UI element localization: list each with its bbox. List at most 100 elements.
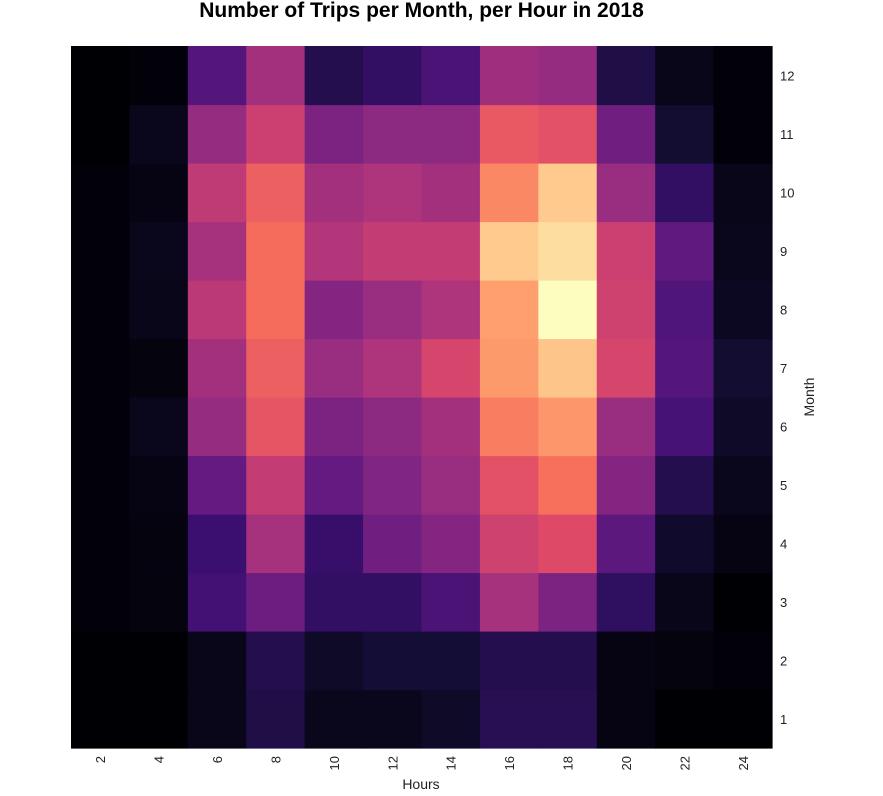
heatmap-cell xyxy=(363,338,423,398)
heatmap-cell xyxy=(363,514,423,574)
heatmap-cell xyxy=(187,104,247,164)
heatmap-cell xyxy=(246,221,306,281)
heatmap-cell xyxy=(421,280,481,340)
heatmap-cell xyxy=(363,397,423,457)
heatmap-cell xyxy=(129,280,189,340)
heatmap-cell xyxy=(596,280,656,340)
x-tick-label: 10 xyxy=(327,756,342,770)
heatmap-cell xyxy=(479,572,539,632)
heatmap-cell xyxy=(187,631,247,691)
heatmap-cell xyxy=(187,455,247,515)
heatmap-cell xyxy=(304,280,364,340)
heatmap-cell xyxy=(421,46,481,106)
heatmap-cell xyxy=(538,338,598,398)
heatmap-cell xyxy=(246,104,306,164)
heatmap-cell xyxy=(71,572,131,632)
heatmap-cell xyxy=(304,631,364,691)
heatmap-cell xyxy=(479,455,539,515)
heatmap-cell xyxy=(71,46,131,106)
heatmap-cell xyxy=(187,280,247,340)
heatmap-cell xyxy=(479,280,539,340)
heatmap-cell xyxy=(713,455,773,515)
heatmap-cell xyxy=(304,397,364,457)
heatmap-cell xyxy=(479,221,539,281)
y-tick-label: 11 xyxy=(780,127,794,142)
heatmap-cell xyxy=(421,572,481,632)
heatmap-cell xyxy=(538,221,598,281)
heatmap-cell xyxy=(655,338,715,398)
x-tick-label: 12 xyxy=(385,756,400,770)
y-tick-label: 2 xyxy=(780,653,787,668)
heatmap-cell xyxy=(187,338,247,398)
heatmap-cell xyxy=(655,104,715,164)
y-tick-label: 1 xyxy=(780,712,787,727)
heatmap-cell xyxy=(71,397,131,457)
heatmap-cell xyxy=(421,514,481,574)
heatmap-cell xyxy=(363,46,423,106)
y-tick-label: 9 xyxy=(780,244,787,259)
heatmap-cell xyxy=(71,163,131,223)
heatmap-cell xyxy=(421,338,481,398)
heatmap-cell xyxy=(479,689,539,749)
heatmap-cell xyxy=(596,514,656,574)
heatmap-cell xyxy=(713,163,773,223)
heatmap-cell xyxy=(713,572,773,632)
heatmap-cell xyxy=(246,338,306,398)
heatmap-cell xyxy=(304,689,364,749)
heatmap-cell xyxy=(538,689,598,749)
heatmap-cell xyxy=(246,397,306,457)
y-tick-label: 10 xyxy=(780,185,794,200)
heatmap-cell xyxy=(129,338,189,398)
heatmap-cell xyxy=(538,397,598,457)
heatmap-cell xyxy=(71,689,131,749)
heatmap-cell xyxy=(479,631,539,691)
heatmap-cell xyxy=(596,338,656,398)
heatmap-cell xyxy=(713,280,773,340)
heatmap-cell xyxy=(596,689,656,749)
heatmap-cell xyxy=(246,455,306,515)
heatmap-cell xyxy=(655,514,715,574)
x-tick-label: 6 xyxy=(210,756,225,763)
heatmap-cell xyxy=(596,46,656,106)
heatmap-cell xyxy=(713,689,773,749)
heatmap-cell xyxy=(713,46,773,106)
heatmap-cell xyxy=(71,221,131,281)
heatmap-cell xyxy=(538,104,598,164)
heatmap-cell xyxy=(655,46,715,106)
heatmap-cell xyxy=(304,338,364,398)
heatmap-cell xyxy=(421,221,481,281)
heatmap-cell xyxy=(655,397,715,457)
heatmap-cell xyxy=(129,221,189,281)
heatmap-cell xyxy=(363,221,423,281)
heatmap-cell xyxy=(538,572,598,632)
x-axis-ticks: 2 4 6 8 10 12 14 16 18 20 22 24 xyxy=(93,756,751,770)
heatmap-cell xyxy=(304,455,364,515)
heatmap-cell xyxy=(538,280,598,340)
heatmap-cell xyxy=(421,163,481,223)
y-tick-label: 3 xyxy=(780,595,787,610)
heatmap-cell xyxy=(246,46,306,106)
heatmap-cell xyxy=(596,397,656,457)
chart-title: Number of Trips per Month, per Hour in 2… xyxy=(199,0,644,22)
y-tick-label: 4 xyxy=(780,536,787,551)
heatmap-cell xyxy=(71,104,131,164)
heatmap-cell xyxy=(304,572,364,632)
x-tick-label: 18 xyxy=(561,756,576,770)
heatmap-cell xyxy=(246,514,306,574)
heatmap-cell xyxy=(129,397,189,457)
y-axis-label: Month xyxy=(801,378,817,417)
heatmap-cell xyxy=(246,631,306,691)
heatmap-cell xyxy=(479,397,539,457)
heatmap-cell xyxy=(538,46,598,106)
x-axis-label: Hours xyxy=(402,776,439,792)
heatmap-cell xyxy=(71,514,131,574)
heatmap-cell xyxy=(421,689,481,749)
heatmap-cell xyxy=(479,46,539,106)
heatmap-cell xyxy=(538,455,598,515)
heatmap-cells xyxy=(71,46,773,749)
heatmap-cell xyxy=(363,104,423,164)
heatmap-cell xyxy=(421,631,481,691)
heatmap-cell xyxy=(713,338,773,398)
heatmap-cell xyxy=(363,455,423,515)
